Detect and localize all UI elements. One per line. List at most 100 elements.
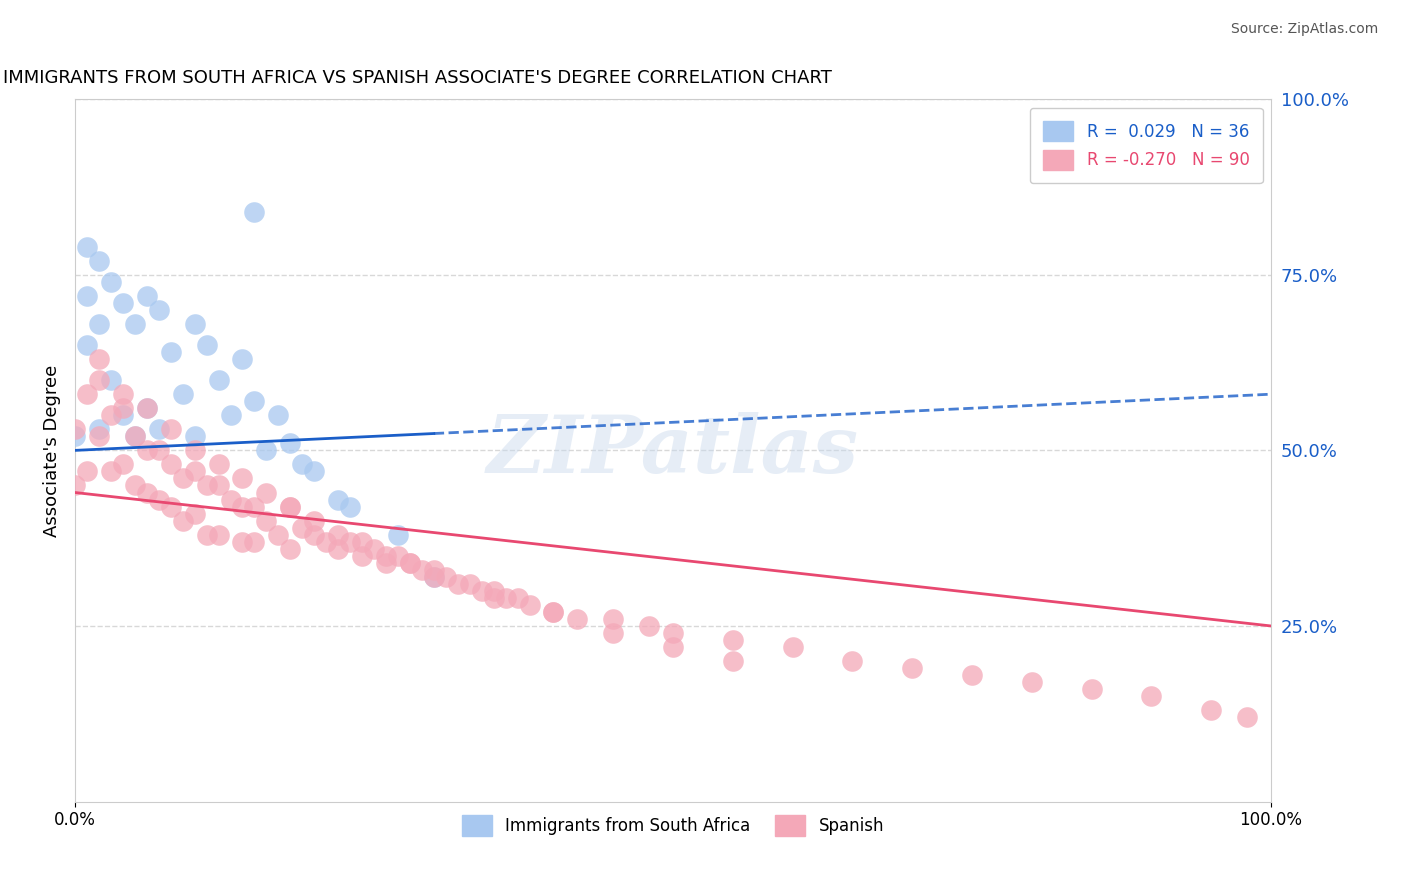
Point bbox=[662, 640, 685, 654]
Point bbox=[278, 436, 301, 450]
Point bbox=[328, 541, 350, 556]
Point bbox=[458, 577, 481, 591]
Point bbox=[352, 534, 374, 549]
Point bbox=[231, 352, 253, 367]
Point bbox=[195, 338, 218, 352]
Point bbox=[567, 612, 589, 626]
Point bbox=[124, 478, 146, 492]
Point bbox=[87, 422, 110, 436]
Y-axis label: Associate's Degree: Associate's Degree bbox=[44, 364, 60, 536]
Point bbox=[411, 563, 433, 577]
Point bbox=[1080, 682, 1102, 697]
Point bbox=[63, 429, 86, 443]
Point bbox=[782, 640, 804, 654]
Point bbox=[721, 654, 744, 668]
Point bbox=[434, 570, 457, 584]
Point bbox=[87, 373, 110, 387]
Point bbox=[638, 619, 661, 633]
Point bbox=[267, 527, 290, 541]
Point bbox=[124, 317, 146, 331]
Point bbox=[87, 253, 110, 268]
Point bbox=[302, 527, 325, 541]
Point bbox=[219, 409, 242, 423]
Point bbox=[387, 527, 409, 541]
Point bbox=[207, 478, 229, 492]
Text: IMMIGRANTS FROM SOUTH AFRICA VS SPANISH ASSOCIATE'S DEGREE CORRELATION CHART: IMMIGRANTS FROM SOUTH AFRICA VS SPANISH … bbox=[3, 69, 832, 87]
Point bbox=[183, 507, 205, 521]
Point bbox=[135, 401, 157, 416]
Point bbox=[76, 465, 98, 479]
Legend: Immigrants from South Africa, Spanish: Immigrants from South Africa, Spanish bbox=[456, 809, 891, 842]
Point bbox=[76, 338, 98, 352]
Point bbox=[172, 514, 194, 528]
Point bbox=[159, 422, 181, 436]
Point bbox=[315, 534, 337, 549]
Point bbox=[183, 429, 205, 443]
Point bbox=[352, 549, 374, 563]
Point bbox=[195, 527, 218, 541]
Point bbox=[159, 500, 181, 514]
Point bbox=[423, 570, 446, 584]
Point bbox=[960, 668, 983, 682]
Point bbox=[482, 583, 505, 598]
Point bbox=[111, 401, 134, 416]
Point bbox=[159, 345, 181, 359]
Point bbox=[243, 534, 266, 549]
Point bbox=[243, 204, 266, 219]
Point bbox=[254, 514, 277, 528]
Point bbox=[195, 478, 218, 492]
Point bbox=[423, 570, 446, 584]
Point bbox=[278, 500, 301, 514]
Point bbox=[219, 492, 242, 507]
Point bbox=[375, 549, 398, 563]
Point bbox=[447, 577, 470, 591]
Point bbox=[231, 534, 253, 549]
Point bbox=[207, 373, 229, 387]
Point bbox=[76, 289, 98, 303]
Point bbox=[148, 443, 170, 458]
Point bbox=[76, 387, 98, 401]
Point bbox=[135, 401, 157, 416]
Text: Source: ZipAtlas.com: Source: ZipAtlas.com bbox=[1230, 22, 1378, 37]
Point bbox=[302, 514, 325, 528]
Point bbox=[328, 527, 350, 541]
Point bbox=[1236, 710, 1258, 724]
Point bbox=[148, 302, 170, 317]
Point bbox=[231, 500, 253, 514]
Point bbox=[124, 429, 146, 443]
Point bbox=[506, 591, 529, 605]
Point bbox=[159, 458, 181, 472]
Point bbox=[63, 478, 86, 492]
Point bbox=[172, 471, 194, 485]
Point bbox=[111, 458, 134, 472]
Point bbox=[901, 661, 924, 675]
Point bbox=[721, 633, 744, 648]
Point bbox=[231, 471, 253, 485]
Point bbox=[63, 422, 86, 436]
Point bbox=[387, 549, 409, 563]
Point bbox=[135, 289, 157, 303]
Point bbox=[148, 422, 170, 436]
Point bbox=[135, 443, 157, 458]
Point bbox=[482, 591, 505, 605]
Point bbox=[254, 485, 277, 500]
Point bbox=[278, 541, 301, 556]
Point bbox=[207, 458, 229, 472]
Point bbox=[363, 541, 385, 556]
Point bbox=[1201, 703, 1223, 717]
Point bbox=[100, 275, 122, 289]
Point bbox=[87, 429, 110, 443]
Point bbox=[662, 626, 685, 640]
Point bbox=[278, 500, 301, 514]
Point bbox=[100, 373, 122, 387]
Point bbox=[267, 409, 290, 423]
Point bbox=[471, 583, 494, 598]
Point bbox=[543, 605, 565, 619]
Point bbox=[328, 492, 350, 507]
Point bbox=[111, 387, 134, 401]
Point bbox=[254, 443, 277, 458]
Point bbox=[602, 626, 624, 640]
Point bbox=[87, 352, 110, 367]
Text: ZIPatlas: ZIPatlas bbox=[486, 411, 859, 489]
Point bbox=[124, 429, 146, 443]
